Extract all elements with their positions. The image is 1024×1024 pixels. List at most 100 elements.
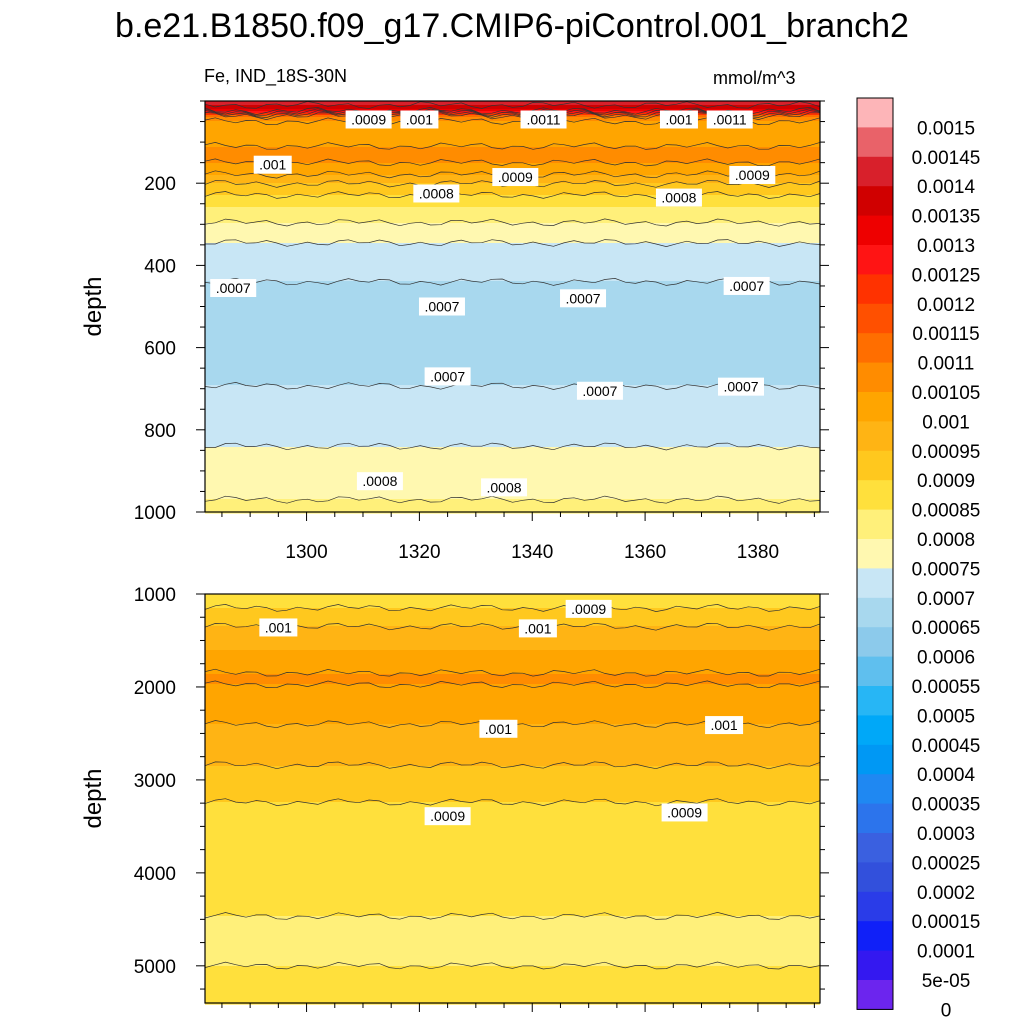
upper-field-band (205, 359, 820, 362)
upper-field-band (205, 433, 820, 436)
lower-field-band (205, 968, 820, 971)
variable-region-label: Fe, IND_18S-30N (204, 66, 348, 86)
upper-contour-label: .0007 (576, 381, 623, 400)
colorbar-swatch (857, 215, 893, 246)
upper-field-band (205, 221, 820, 224)
upper-field-band (205, 415, 820, 418)
upper-field-band (205, 379, 820, 382)
colorbar-label: 0.0006 (917, 648, 975, 669)
lower-field-band (205, 814, 820, 817)
lower-field-band (205, 668, 820, 671)
upper-field-band (205, 299, 820, 302)
colorbar-swatch (857, 744, 893, 775)
lower-field-band (205, 608, 820, 611)
upper-field-band (205, 375, 820, 378)
upper-field-band (205, 475, 820, 478)
colorbar-frame (856, 97, 894, 1010)
upper-contour-label: .0008 (481, 478, 528, 497)
colorbar-label: 0.00125 (912, 265, 981, 286)
lower-field-band (205, 638, 820, 641)
units-label: mmol/m^3 (713, 68, 796, 88)
upper-contour-label: .0007 (723, 276, 770, 295)
lower-field-band (205, 622, 820, 625)
colorbar-swatch (857, 509, 893, 540)
upper-field-band (205, 273, 820, 276)
upper-field-band (205, 335, 820, 338)
lower-field-band (205, 710, 820, 713)
colorbar-label: 0.00025 (912, 853, 981, 874)
upper-field-band (205, 259, 820, 262)
lower-field-band (205, 786, 820, 789)
upper-contour-line (205, 442, 821, 451)
upper-field-band (205, 253, 820, 256)
lower-field-band (205, 828, 820, 831)
svg-text:.0009: .0009 (571, 601, 606, 617)
upper-field-band (205, 357, 820, 360)
upper-field-band (205, 393, 820, 396)
lower-field-band (205, 806, 820, 809)
upper-field-band (205, 243, 820, 246)
lower-field-band (205, 690, 820, 693)
upper-field-band (205, 107, 820, 110)
upper-field-band (205, 141, 820, 144)
upper-field-band (205, 285, 820, 288)
upper-field-band (205, 321, 820, 324)
upper-field-band (205, 401, 820, 404)
lower-field-band (205, 964, 820, 967)
lower-field-band (205, 808, 820, 811)
lower-field-band (205, 830, 820, 833)
upper-field-band (205, 197, 820, 200)
lower-field-band (205, 834, 820, 837)
upper-field-band (205, 311, 820, 314)
lower-field-band (205, 606, 820, 609)
upper-field-band (205, 139, 820, 142)
lower-y-tick-label: 3000 (134, 771, 176, 792)
upper-y-tick-label: 200 (144, 174, 176, 195)
upper-field-band (205, 425, 820, 428)
upper-field-band (205, 343, 820, 346)
svg-text:.0007: .0007 (566, 290, 601, 306)
upper-contour-label: .0011 (706, 110, 753, 129)
lower-field-band (205, 982, 820, 985)
lower-field-band (205, 838, 820, 841)
upper-contour-label: .0007 (418, 297, 465, 316)
lower-field-band (205, 916, 820, 919)
lower-field-band (205, 908, 820, 911)
lower-field-band (205, 904, 820, 907)
upper-field-band (205, 409, 820, 412)
lower-plot-frame (204, 593, 821, 1004)
colorbar-label: 0.0008 (917, 530, 975, 551)
upper-field-band (205, 461, 820, 464)
lower-field-band (205, 922, 820, 925)
svg-text:.001: .001 (406, 111, 433, 127)
upper-field-band (205, 157, 820, 160)
lower-field-band (205, 992, 820, 995)
colorbar-swatch (857, 568, 893, 599)
lower-field-band (205, 654, 820, 657)
colorbar-swatch (857, 127, 893, 158)
lower-field-band (205, 846, 820, 849)
lower-field-band (205, 980, 820, 983)
lower-field-band (205, 876, 820, 879)
lower-field-band (205, 880, 820, 883)
upper-field-band (205, 137, 820, 140)
lower-field-band (205, 754, 820, 757)
colorbar-swatch (857, 156, 893, 187)
colorbar-label: 0.0007 (917, 589, 975, 610)
lower-field-band (205, 812, 820, 815)
lower-field-band (205, 628, 820, 631)
upper-field-band (205, 237, 820, 240)
lower-field-band (205, 756, 820, 759)
upper-field-band (205, 351, 820, 354)
lower-field-band (205, 824, 820, 827)
upper-field-band (205, 153, 820, 156)
lower-field-band (205, 952, 820, 955)
lower-field-band (205, 616, 820, 619)
lower-field-band (205, 636, 820, 639)
colorbar-swatch (857, 303, 893, 334)
lower-contour-line (204, 680, 821, 689)
lower-field-band (205, 866, 820, 869)
lower-field-band (205, 752, 820, 755)
lower-contour-label: .0009 (661, 803, 708, 822)
